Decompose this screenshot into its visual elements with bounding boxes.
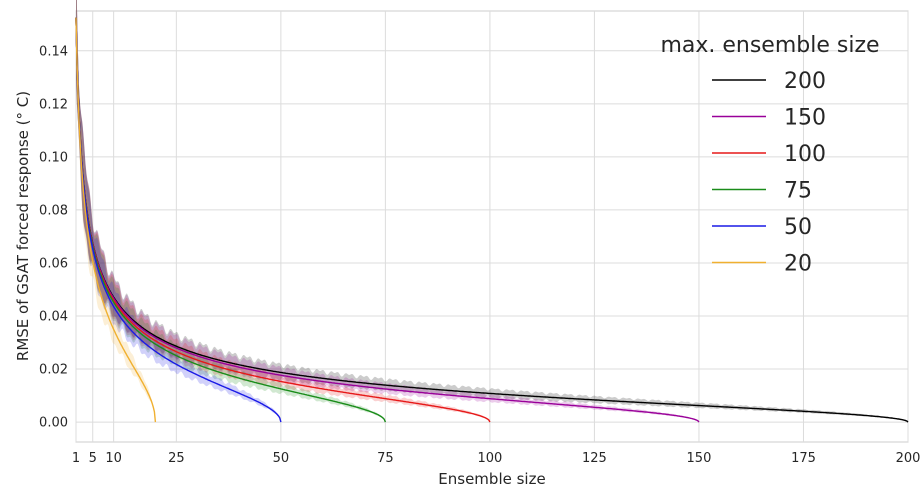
spread-band-20: [76, 0, 156, 423]
legend-label-75: 75: [784, 179, 812, 204]
legend-label-150: 150: [784, 106, 826, 131]
x-tick-label: 5: [89, 451, 97, 466]
series-lines: [75, 17, 909, 423]
x-tick-label: 50: [273, 451, 290, 466]
x-tick-label: 175: [791, 451, 816, 466]
legend: max. ensemble size 200 150 100 75 50 20: [660, 33, 879, 277]
y-tick-label: 0.04: [39, 310, 68, 325]
x-tick-label: 200: [896, 451, 921, 466]
y-axis-label: RMSE of GSAT forced response (° C): [14, 91, 32, 361]
series-line-20: [75, 17, 157, 423]
x-tick-label: 150: [687, 451, 712, 466]
y-tick-label: 0.02: [39, 363, 68, 378]
y-tick-label: 0.12: [39, 97, 68, 112]
grid-lines: [75, 11, 909, 442]
x-tick-label: 1: [72, 451, 80, 466]
x-axis-label: Ensemble size: [438, 470, 545, 488]
y-tick-label: 0.00: [39, 416, 68, 431]
x-tick-label: 125: [582, 451, 607, 466]
y-tick-label: 0.08: [39, 203, 68, 218]
y-tick-label: 0.14: [39, 44, 68, 59]
legend-label-200: 200: [784, 69, 826, 94]
x-tick-label: 75: [377, 451, 394, 466]
y-tick-label: 0.10: [39, 150, 68, 165]
x-tick-labels: 1 5 10 25 50 75 100 125 150 175 200: [72, 451, 921, 466]
x-tick-label: 10: [105, 451, 122, 466]
legend-title: max. ensemble size: [660, 33, 879, 58]
x-tick-label: 100: [477, 451, 502, 466]
x-tick-label: 25: [168, 451, 185, 466]
y-tick-labels: 0.00 0.02 0.04 0.06 0.08 0.10 0.12 0.14: [39, 44, 68, 430]
series-line-50: [75, 17, 282, 423]
legend-label-50: 50: [784, 215, 812, 240]
legend-label-100: 100: [784, 142, 826, 167]
series-line-75: [75, 17, 387, 423]
legend-label-20: 20: [784, 252, 812, 277]
series-line-100: [75, 17, 491, 423]
series-line-200: [75, 17, 909, 423]
y-tick-label: 0.06: [39, 256, 68, 271]
series-line-150: [75, 17, 700, 423]
